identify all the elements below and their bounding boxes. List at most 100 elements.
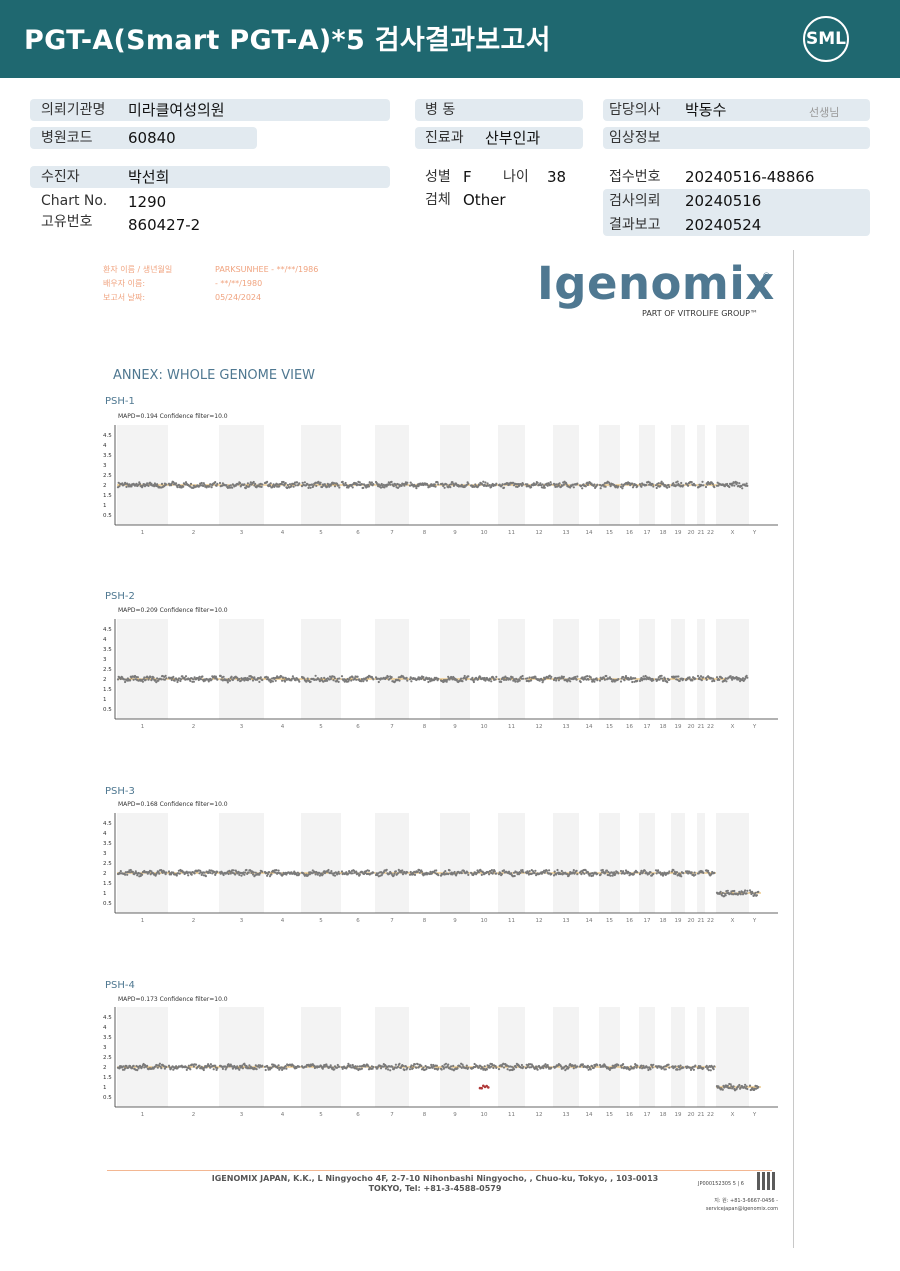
x-tick-label: 3 <box>240 530 244 536</box>
data-point <box>497 1068 501 1071</box>
data-point <box>238 677 241 681</box>
x-tick-label: 20 <box>688 1112 695 1118</box>
chromosome-band <box>671 425 685 525</box>
data-point <box>491 872 494 875</box>
data-point <box>422 676 425 679</box>
data-point <box>677 675 680 678</box>
data-point <box>613 871 616 874</box>
sex-value: F <box>463 168 472 186</box>
y-tick-label: 3.5 <box>103 841 112 847</box>
hospital-code-value: 60840 <box>128 129 176 147</box>
data-point <box>721 891 724 895</box>
data-point <box>488 679 491 682</box>
data-point <box>390 676 393 679</box>
y-tick-label: 4 <box>103 831 107 837</box>
data-point <box>466 871 469 874</box>
data-point <box>574 1064 577 1067</box>
data-point <box>379 484 382 487</box>
data-point <box>505 678 508 681</box>
data-point <box>243 873 246 876</box>
data-point <box>635 1066 638 1069</box>
data-point <box>746 1087 749 1091</box>
data-point <box>697 872 700 875</box>
data-point <box>252 480 255 484</box>
data-point <box>282 480 285 484</box>
y-tick-label: 2 <box>103 677 107 683</box>
chromosome-band <box>219 813 264 913</box>
data-point <box>132 678 135 681</box>
plot-title-psh2: PSH-2 <box>105 591 135 602</box>
data-point <box>245 1064 248 1068</box>
data-point <box>201 675 204 678</box>
x-tick-label: 14 <box>586 918 593 924</box>
data-point <box>392 874 395 877</box>
data-point <box>247 871 250 874</box>
data-point <box>239 482 242 485</box>
data-point <box>713 486 716 489</box>
data-point <box>283 1067 286 1070</box>
data-point <box>306 483 309 486</box>
x-tick-label: 10 <box>481 1112 488 1118</box>
x-tick-label: X <box>731 918 735 924</box>
data-point <box>601 868 604 872</box>
chromosome-band <box>697 619 705 719</box>
data-point <box>216 678 219 681</box>
data-point <box>572 486 575 489</box>
data-point <box>226 681 229 684</box>
data-point <box>390 480 393 483</box>
data-point <box>535 483 538 486</box>
chromosome-band <box>553 425 579 525</box>
data-point <box>245 868 248 872</box>
chromosome-band <box>716 813 749 913</box>
data-point <box>350 679 353 682</box>
data-point <box>542 1067 545 1070</box>
data-point <box>682 1066 685 1069</box>
data-point <box>341 1067 344 1070</box>
data-point <box>410 1064 413 1067</box>
data-point <box>562 675 565 678</box>
data-point <box>236 676 239 679</box>
data-point <box>724 894 727 897</box>
data-point <box>170 484 173 487</box>
data-point <box>536 481 539 484</box>
data-point <box>178 872 181 875</box>
data-point <box>687 484 690 487</box>
data-point <box>119 870 122 873</box>
data-point <box>367 485 371 488</box>
y-tick-label: 4 <box>103 443 107 449</box>
data-point <box>422 1066 425 1069</box>
data-point <box>360 483 363 486</box>
data-point <box>536 1068 539 1071</box>
data-point <box>158 872 161 875</box>
data-point <box>312 484 315 487</box>
data-point <box>418 871 421 874</box>
data-point <box>452 1064 455 1067</box>
data-point <box>451 678 454 681</box>
x-tick-label: 19 <box>675 918 682 924</box>
data-point <box>182 485 185 488</box>
data-point <box>198 1064 201 1067</box>
x-tick-label: 2 <box>192 1112 196 1118</box>
data-point <box>488 873 491 876</box>
data-point <box>477 485 480 488</box>
data-point <box>255 1068 258 1071</box>
data-point <box>337 484 340 487</box>
data-point <box>676 1068 679 1071</box>
data-point <box>728 485 731 489</box>
chromosome-band <box>553 1007 579 1107</box>
data-point <box>668 485 671 488</box>
data-point <box>668 1066 671 1069</box>
data-point <box>340 675 344 678</box>
data-point <box>652 1063 655 1066</box>
data-point <box>415 1066 418 1069</box>
data-point <box>576 675 579 678</box>
data-point <box>227 872 230 876</box>
data-point <box>225 484 228 487</box>
data-point <box>522 483 525 486</box>
data-point <box>435 1064 438 1067</box>
x-tick-label: X <box>731 1112 735 1118</box>
data-point <box>526 1066 529 1069</box>
footer-divider <box>107 1170 772 1171</box>
data-point <box>278 485 281 488</box>
data-point <box>668 678 671 681</box>
